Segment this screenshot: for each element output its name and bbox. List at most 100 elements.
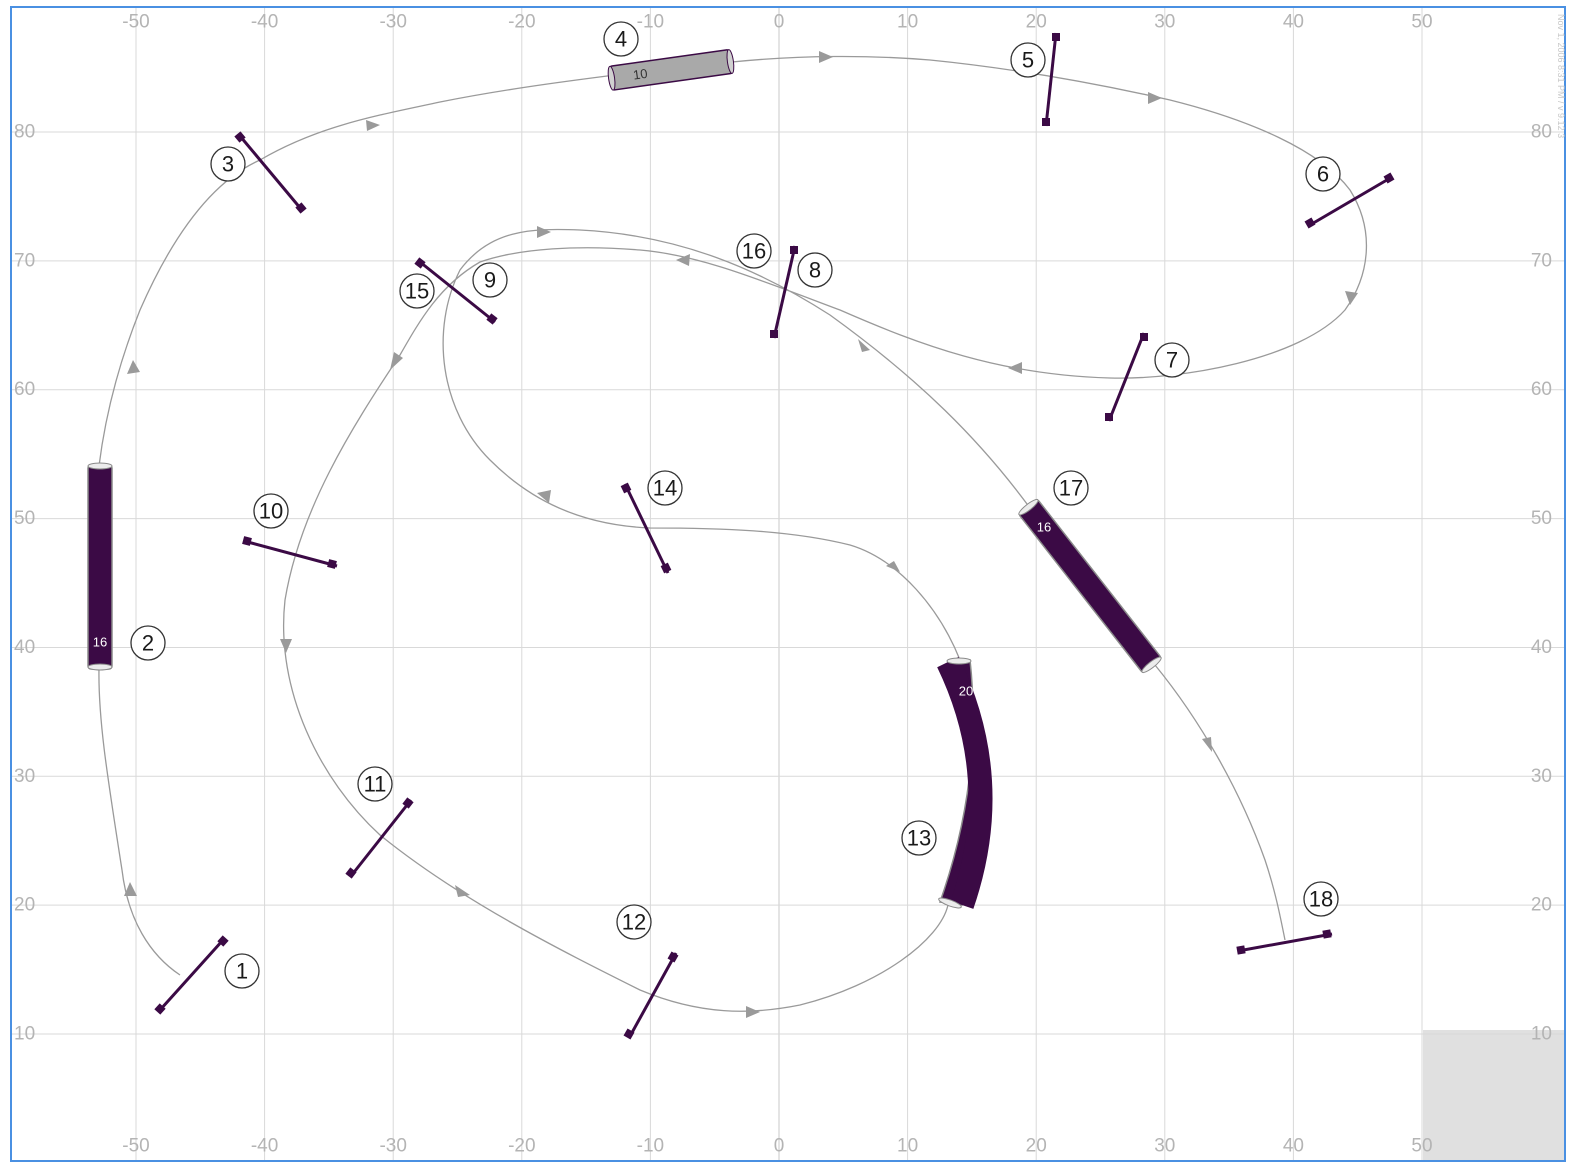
x-tick-label-top: -10: [637, 12, 664, 33]
svg-text:17: 17: [1059, 476, 1083, 501]
direction-arrow: [390, 352, 403, 370]
obstacle-number-11: 11: [357, 766, 393, 802]
obstacle-number-3: 3: [210, 146, 246, 182]
x-tick-label-bottom: -10: [637, 1136, 664, 1157]
tunnel-obstacle-2: 16: [87, 462, 113, 671]
x-tick-label-top: -40: [251, 12, 278, 33]
tunnel-length-label: 20: [959, 684, 973, 699]
jump-bar-1: [154, 935, 229, 1015]
direction-arrow: [124, 882, 137, 896]
obstacle-number-7: 7: [1154, 342, 1190, 378]
svg-text:15: 15: [405, 279, 429, 304]
x-tick-label-top: 0: [774, 12, 785, 33]
direction-arrow: [746, 1006, 760, 1018]
svg-text:13: 13: [907, 826, 931, 851]
obstacle-numbers: 1 2 3 4 5 6 7 8 9 10 11 12 13 14 15 16 1…: [130, 21, 1341, 989]
direction-arrow: [366, 120, 380, 131]
direction-arrow: [858, 339, 870, 352]
y-tick-label-right: 10: [1531, 1024, 1552, 1045]
y-tick-label-right: 30: [1531, 766, 1552, 787]
x-tick-label-bottom: -20: [508, 1136, 535, 1157]
tunnel-length-label: 10: [632, 66, 648, 83]
obstacle-number-16: 16: [736, 233, 772, 269]
y-tick-label-right: 40: [1531, 637, 1552, 658]
direction-arrow: [1008, 362, 1022, 374]
svg-text:2: 2: [142, 631, 154, 656]
direction-arrow: [537, 490, 551, 503]
y-tick-label-right: 60: [1531, 379, 1552, 400]
direction-arrow: [1345, 291, 1358, 305]
direction-arrow: [537, 226, 551, 238]
obstacle-number-14: 14: [647, 470, 683, 506]
x-tick-label-bottom: 0: [774, 1136, 785, 1157]
x-tick-label-top: 50: [1411, 12, 1432, 33]
jump-bar-6: [1304, 172, 1395, 229]
y-tick-label-left: 10: [14, 1024, 35, 1045]
axis-tick-labels: -50 -50 -40 -40 -30 -30 -20 -20 -10 -10 0 0 10 10 20 20…: [14, 12, 1552, 1157]
x-tick-label-top: 30: [1154, 12, 1175, 33]
obstacle-number-17: 17: [1053, 470, 1089, 506]
jump-bar-11: [345, 797, 414, 879]
svg-text:18: 18: [1309, 887, 1333, 912]
direction-arrow: [676, 254, 690, 266]
x-tick-label-bottom: 10: [897, 1136, 918, 1157]
x-tick-label-top: -30: [379, 12, 406, 33]
y-tick-label-right: 70: [1531, 250, 1552, 271]
tunnel-obstacle-17: [1018, 498, 1162, 674]
y-tick-label-right: 50: [1531, 508, 1552, 529]
jump-bar-12: [623, 951, 679, 1040]
jump-bar-10: [242, 536, 338, 569]
x-tick-label-bottom: -40: [251, 1136, 278, 1157]
svg-text:1: 1: [236, 959, 248, 984]
jump-bar-18: [1236, 929, 1333, 955]
direction-arrow: [1148, 92, 1162, 104]
direction-arrow: [886, 561, 900, 572]
corner-gray-box: [1423, 1030, 1564, 1160]
obstacle-number-6: 6: [1305, 156, 1341, 192]
obstacle-number-8: 8: [797, 252, 833, 288]
x-tick-label-bottom: 50: [1411, 1136, 1432, 1157]
x-tick-label-top: -20: [508, 12, 535, 33]
tunnel-length-label: 16: [93, 635, 107, 650]
tunnel-obstacle-4: 10: [607, 49, 735, 91]
direction-arrow: [1202, 737, 1212, 752]
obstacle-number-2: 2: [130, 625, 166, 661]
svg-text:6: 6: [1317, 162, 1329, 187]
jump-bar-3: [234, 131, 307, 214]
obstacle-number-1: 1: [224, 953, 260, 989]
x-tick-label-bottom: 20: [1026, 1136, 1047, 1157]
y-tick-label-left: 40: [14, 637, 35, 658]
obstacle-number-15: 15: [399, 273, 435, 309]
tunnel-obstacle-13: 20: [937, 656, 993, 909]
svg-text:16: 16: [742, 239, 766, 264]
svg-text:4: 4: [615, 27, 627, 52]
jumps: [154, 32, 1395, 1040]
obstacle-number-9: 9: [472, 262, 508, 298]
y-tick-label-left: 60: [14, 379, 35, 400]
svg-text:8: 8: [809, 258, 821, 283]
svg-text:14: 14: [653, 476, 677, 501]
y-tick-label-left: 80: [14, 122, 35, 143]
x-tick-label-top: 10: [897, 12, 918, 33]
direction-arrow: [455, 885, 470, 897]
timestamp-stamp: Nov 1, 2006 8:31 PM / v 9.12.3: [1556, 14, 1566, 139]
obstacle-number-12: 12: [616, 904, 652, 940]
svg-text:7: 7: [1166, 348, 1178, 373]
svg-text:12: 12: [622, 910, 646, 935]
y-tick-label-left: 50: [14, 508, 35, 529]
jump-bar-7: [1105, 332, 1148, 422]
x-tick-label-top: 40: [1283, 12, 1304, 33]
svg-text:10: 10: [259, 499, 283, 524]
direction-arrow: [280, 639, 292, 653]
obstacle-number-10: 10: [253, 493, 289, 529]
x-tick-label-top: 20: [1026, 12, 1047, 33]
direction-arrow: [819, 51, 833, 63]
jump-bar-8-16: [770, 245, 798, 339]
y-tick-label-right: 20: [1531, 895, 1552, 916]
y-tick-label-left: 20: [14, 895, 35, 916]
svg-text:9: 9: [484, 268, 496, 293]
svg-text:5: 5: [1022, 48, 1034, 73]
y-tick-label-left: 30: [14, 766, 35, 787]
x-tick-label-bottom: 30: [1154, 1136, 1175, 1157]
